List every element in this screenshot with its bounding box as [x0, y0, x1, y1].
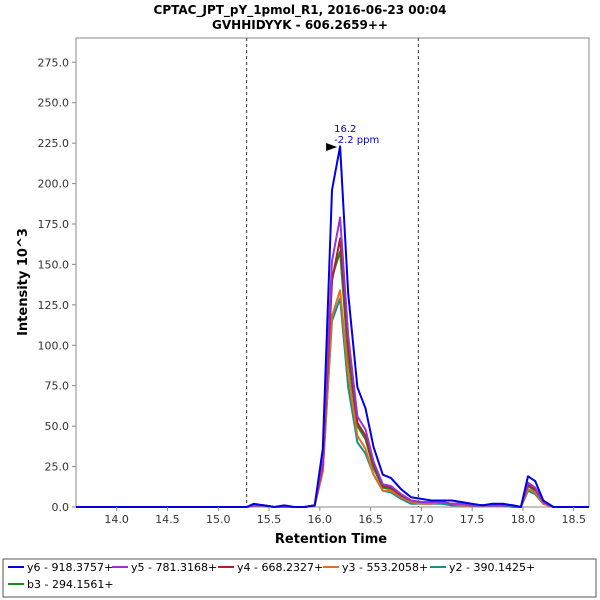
x-axis-ticks: 14.0 14.5 15.0 15.5 16.0 16.5 17.0 17.5 18.0 18.5 [104, 507, 586, 526]
boundary-lines [246, 38, 419, 507]
series-line [76, 145, 589, 508]
series-line [76, 297, 589, 508]
y-tick-label: 50.0 [45, 420, 70, 433]
legend-entry: y2 - 390.1425+ [449, 561, 535, 574]
peak-annotation-ppm: -2.2 ppm [334, 135, 379, 146]
chart-title: CPTAC_JPT_pY_1pmol_R1, 2016-06-23 00:04 [154, 3, 447, 18]
x-tick-label: 15.0 [206, 513, 231, 526]
legend-entry: y4 - 668.2327+ [237, 561, 323, 574]
y-tick-label: 200.0 [38, 178, 70, 191]
x-tick-label: 16.5 [358, 513, 383, 526]
x-tick-label: 18.0 [511, 513, 536, 526]
y-tick-label: 75.0 [45, 380, 70, 393]
y-tick-label: 25.0 [45, 461, 70, 474]
x-tick-label: 18.5 [562, 513, 587, 526]
legend-entry: y3 - 553.2058+ [342, 561, 428, 574]
legend-entry: y6 - 918.3757+ [27, 561, 113, 574]
y-tick-label: 0.0 [52, 501, 70, 514]
legend-entry: y5 - 781.3168+ [131, 561, 217, 574]
chart-subtitle: GVHHIDYYK - 606.2659++ [212, 18, 388, 32]
x-tick-label: 17.5 [460, 513, 485, 526]
x-tick-label: 14.5 [155, 513, 180, 526]
peak-annotation: 16.2 -2.2 ppm [326, 124, 379, 151]
peak-arrow-icon [326, 142, 338, 151]
y-tick-label: 100.0 [38, 339, 70, 352]
x-tick-label: 17.0 [409, 513, 434, 526]
y-tick-label: 250.0 [38, 97, 70, 110]
series-line [76, 289, 589, 508]
y-tick-label: 125.0 [38, 299, 70, 312]
y-axis-ticks: 0.0 25.0 50.0 75.0 100.0 125.0 150.0 175.0 200.0… [38, 56, 76, 514]
series-lines [76, 145, 589, 508]
y-tick-label: 175.0 [38, 218, 70, 231]
legend-box [2, 558, 597, 598]
series-line [76, 216, 589, 508]
legend-entry: b3 - 294.1561+ [27, 578, 114, 591]
x-tick-label: 15.5 [257, 513, 282, 526]
x-axis-label: Retention Time [275, 532, 387, 547]
y-tick-label: 150.0 [38, 258, 70, 271]
plot-area: 16.2 -2.2 ppm [75, 37, 590, 508]
y-tick-label: 225.0 [38, 137, 70, 150]
peak-annotation-rt: 16.2 [334, 124, 356, 135]
legend: y6 - 918.3757+ y5 - 781.3168+ y4 - 668.232… [2, 558, 597, 598]
plot-border [75, 37, 590, 508]
x-tick-label: 16.0 [308, 513, 333, 526]
series-line [76, 237, 589, 508]
y-axis-label: Intensity 10^3 [16, 228, 31, 336]
x-tick-label: 14.0 [104, 513, 129, 526]
y-tick-label: 275.0 [38, 56, 70, 69]
